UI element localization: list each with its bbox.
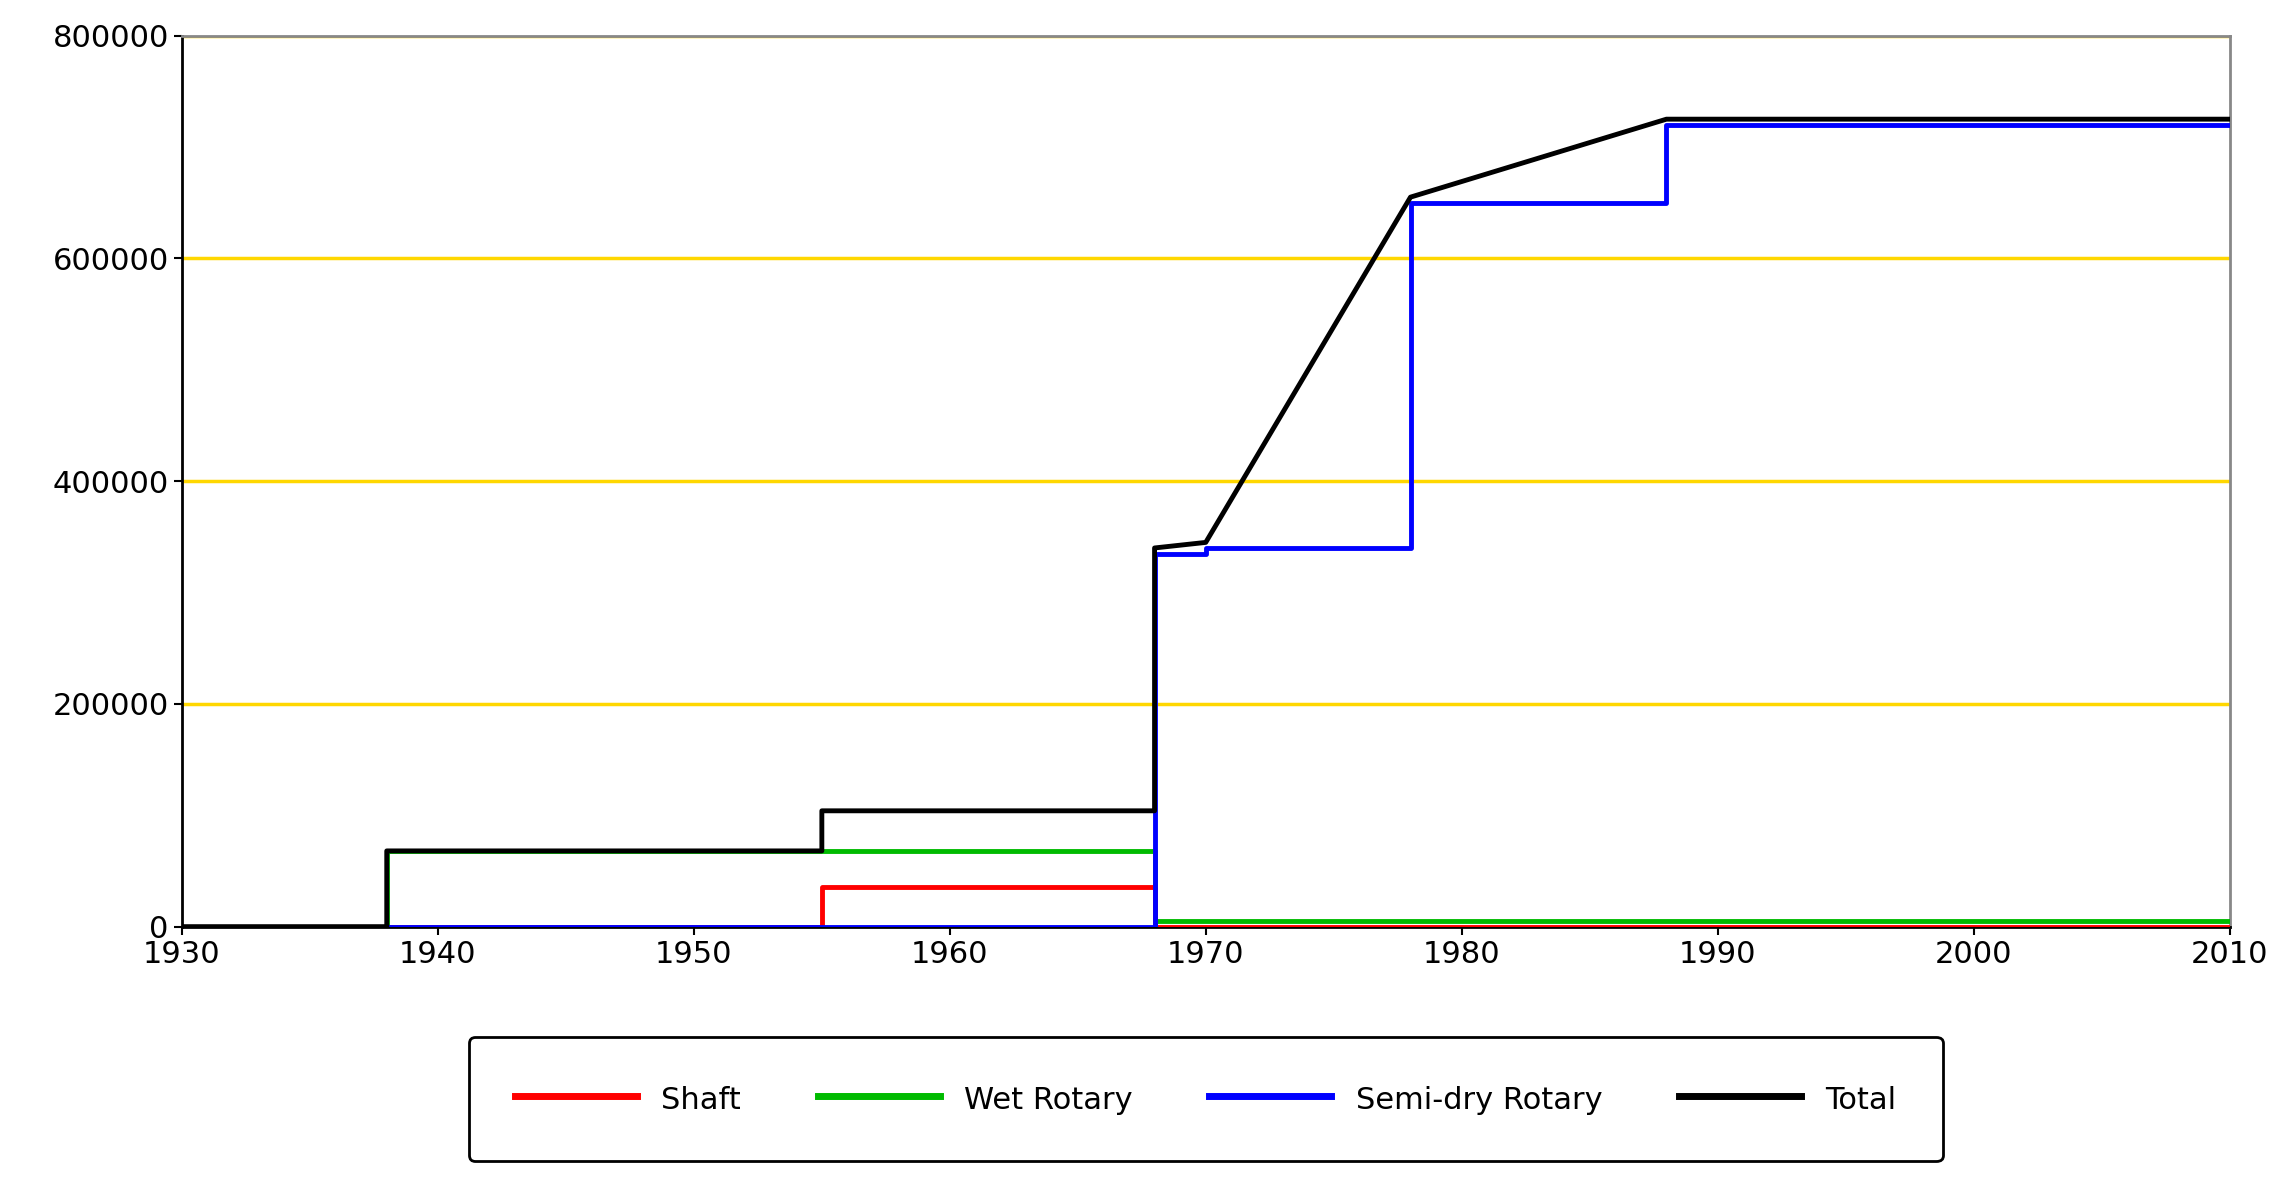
Legend: Shaft, Wet Rotary, Semi-dry Rotary, Total: Shaft, Wet Rotary, Semi-dry Rotary, Tota…: [469, 1037, 1943, 1161]
